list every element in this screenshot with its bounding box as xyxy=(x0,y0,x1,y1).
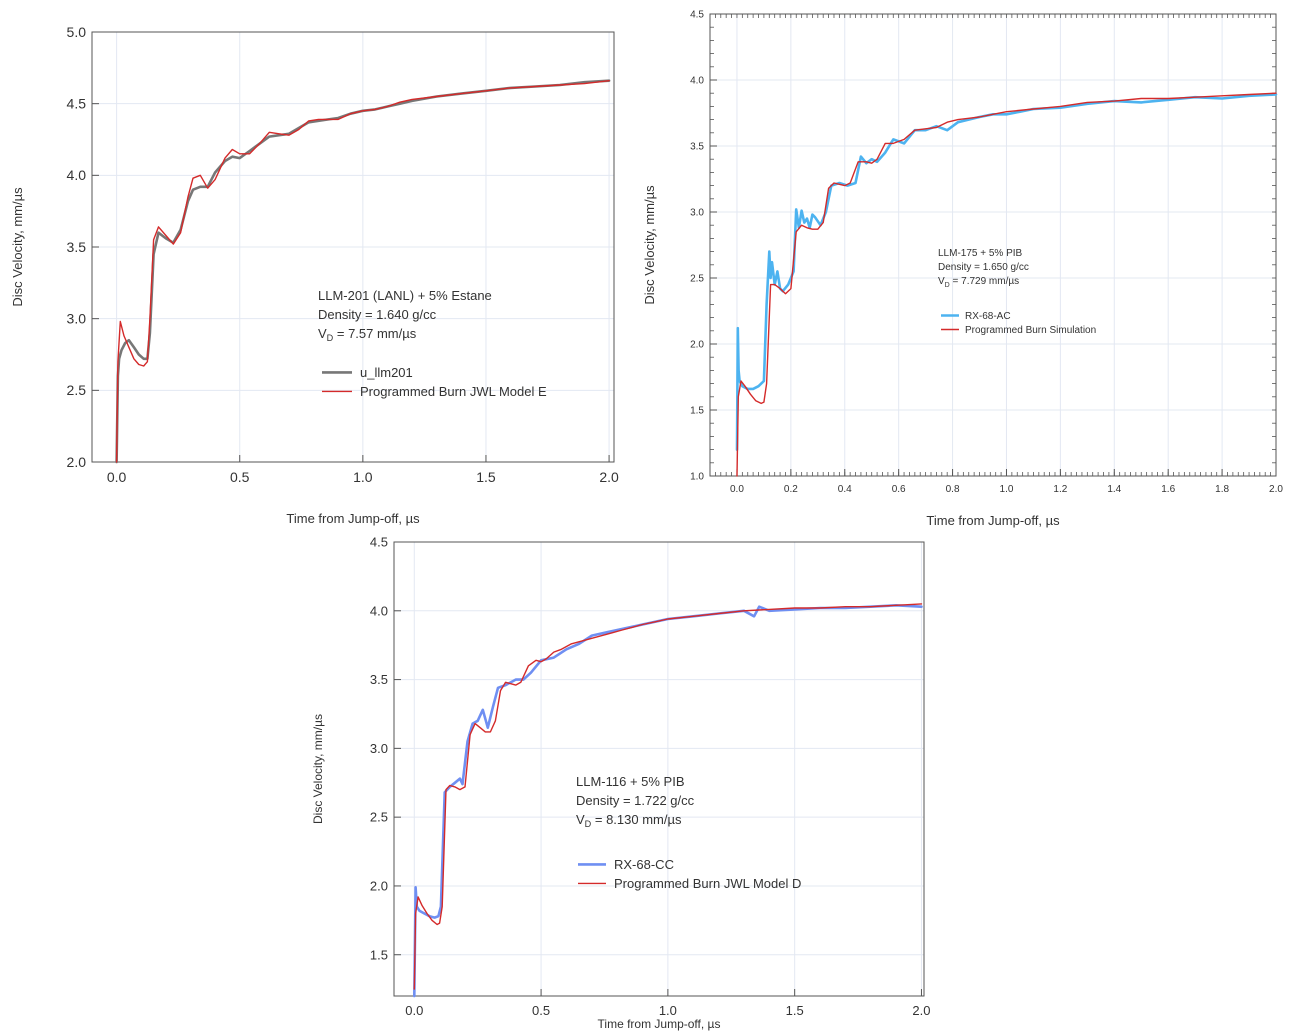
x-tick-label: 1.4 xyxy=(1107,484,1121,495)
annotation-density: Density = 1.640 g/cc xyxy=(318,307,437,322)
y-tick-label: 1.5 xyxy=(370,947,388,962)
y-tick-label: 2.5 xyxy=(370,810,388,825)
x-tick-label: 2.0 xyxy=(599,469,619,485)
legend-label-1: Programmed Burn JWL Model D xyxy=(614,876,801,891)
series-line-1 xyxy=(736,92,1277,477)
y-tick-label: 4.0 xyxy=(370,603,388,618)
legend-label-1: Programmed Burn JWL Model E xyxy=(360,384,547,399)
x-tick-label: 1.5 xyxy=(476,469,496,485)
x-axis-label: Time from Jump-off, µs xyxy=(286,511,420,526)
y-tick-label: 4.0 xyxy=(67,167,87,183)
y-tick-label: 3.0 xyxy=(690,208,704,219)
y-tick-label: 4.5 xyxy=(370,535,388,550)
annotation-velocity-subscript: D xyxy=(585,819,592,829)
annotation-velocity-symbol: V xyxy=(938,276,945,287)
annotation-velocity: VD = 7.57 mm/µs xyxy=(318,326,417,343)
annotation-velocity-symbol: V xyxy=(318,326,327,341)
x-tick-label: 0.6 xyxy=(892,484,906,495)
x-axis-label: Time from Jump-off, µs xyxy=(926,513,1060,528)
x-axis-label: Time from Jump-off, µs xyxy=(598,1017,721,1031)
legend-label-0: RX-68-CC xyxy=(614,857,674,872)
y-tick-label: 3.5 xyxy=(690,142,704,153)
x-tick-label: 1.2 xyxy=(1053,484,1067,495)
chart-llm201: 0.0 0.5 1.0 1.5 2.0 2.0 2.5 3.0 3.5 4.0 4.5 5.0 Time… xyxy=(10,24,619,526)
plot-frame xyxy=(393,541,925,997)
legend-label-1: Programmed Burn Simulation xyxy=(965,325,1096,336)
annotation-velocity: VD = 8.130 mm/µs xyxy=(576,812,682,829)
y-tick-label: 2.5 xyxy=(690,274,704,285)
series-line-0 xyxy=(413,604,923,998)
x-tick-label: 2.0 xyxy=(1269,484,1283,495)
x-tick-label: 0.8 xyxy=(946,484,960,495)
x-tick-label: 2.0 xyxy=(912,1003,930,1018)
x-tick-label: 0.0 xyxy=(405,1003,423,1018)
y-tick-label: 1.0 xyxy=(690,472,704,483)
y-tick-label: 2.0 xyxy=(67,454,87,470)
annotation-velocity-subscript: D xyxy=(945,282,950,289)
y-tick-label: 2.0 xyxy=(370,878,388,893)
y-tick-label: 4.0 xyxy=(690,76,704,87)
annotation-velocity-subscript: D xyxy=(327,333,334,343)
y-tick-label: 4.5 xyxy=(690,10,704,21)
x-tick-label: 0.0 xyxy=(730,484,744,495)
chart-llm175: 0.0 0.2 0.4 0.6 0.8 1.0 1.2 1.4 1.6 1.8 2.0 1.0 1.5 2… xyxy=(642,10,1283,529)
y-tick-label: 4.5 xyxy=(67,96,87,112)
x-tick-label: 1.0 xyxy=(353,469,373,485)
x-tick-label: 0.2 xyxy=(784,484,798,495)
annotation-velocity: VD = 7.729 mm/µs xyxy=(938,276,1019,289)
x-tick-label: 0.5 xyxy=(230,469,250,485)
annotation-density: Density = 1.650 g/cc xyxy=(938,262,1029,273)
x-tick-label: 1.6 xyxy=(1161,484,1175,495)
legend-label-0: u_llm201 xyxy=(360,365,413,380)
y-tick-label: 3.5 xyxy=(67,239,87,255)
annotation-velocity-symbol: V xyxy=(576,812,585,827)
y-tick-label: 5.0 xyxy=(67,24,87,40)
annotation-title: LLM-116 + 5% PIB xyxy=(576,774,685,789)
x-tick-label: 1.0 xyxy=(1000,484,1014,495)
annotation-title: LLM-201 (LANL) + 5% Estane xyxy=(318,288,492,303)
y-tick-label: 3.5 xyxy=(370,672,388,687)
x-tick-label: 0.4 xyxy=(838,484,852,495)
y-axis-label: Disc Velocity, mm/µs xyxy=(311,714,325,824)
annotation-velocity-value: = 7.57 mm/µs xyxy=(333,326,416,341)
y-tick-label: 2.0 xyxy=(690,340,704,351)
plot-frame xyxy=(709,13,1277,477)
x-tick-label: 1.8 xyxy=(1215,484,1229,495)
legend-label-0: RX-68-AC xyxy=(965,311,1011,322)
x-tick-label: 1.5 xyxy=(786,1003,804,1018)
x-tick-label: 1.0 xyxy=(659,1003,677,1018)
series-line-1 xyxy=(413,603,923,990)
y-axis-label: Disc Velocity, mm/µs xyxy=(642,185,657,305)
annotation-density: Density = 1.722 g/cc xyxy=(576,793,695,808)
chart-llm116: 0.0 0.5 1.0 1.5 2.0 1.5 2.0 2.5 3.0 3.5 4.0 4.5 Time… xyxy=(311,535,931,1031)
y-axis-label: Disc Velocity, mm/µs xyxy=(10,187,25,307)
annotation-title: LLM-175 + 5% PIB xyxy=(938,248,1023,259)
series-line-0 xyxy=(115,79,611,464)
y-tick-label: 1.5 xyxy=(690,406,704,417)
annotation-velocity-value: = 8.130 mm/µs xyxy=(591,812,682,827)
series-line-0 xyxy=(735,93,1278,451)
series-line-1 xyxy=(115,79,610,463)
x-tick-label: 0.5 xyxy=(532,1003,550,1018)
y-tick-label: 3.0 xyxy=(370,741,388,756)
annotation-velocity-value: = 7.729 mm/µs xyxy=(950,276,1019,287)
y-tick-label: 2.5 xyxy=(67,382,87,398)
y-tick-label: 3.0 xyxy=(67,311,87,327)
x-tick-label: 0.0 xyxy=(107,469,127,485)
